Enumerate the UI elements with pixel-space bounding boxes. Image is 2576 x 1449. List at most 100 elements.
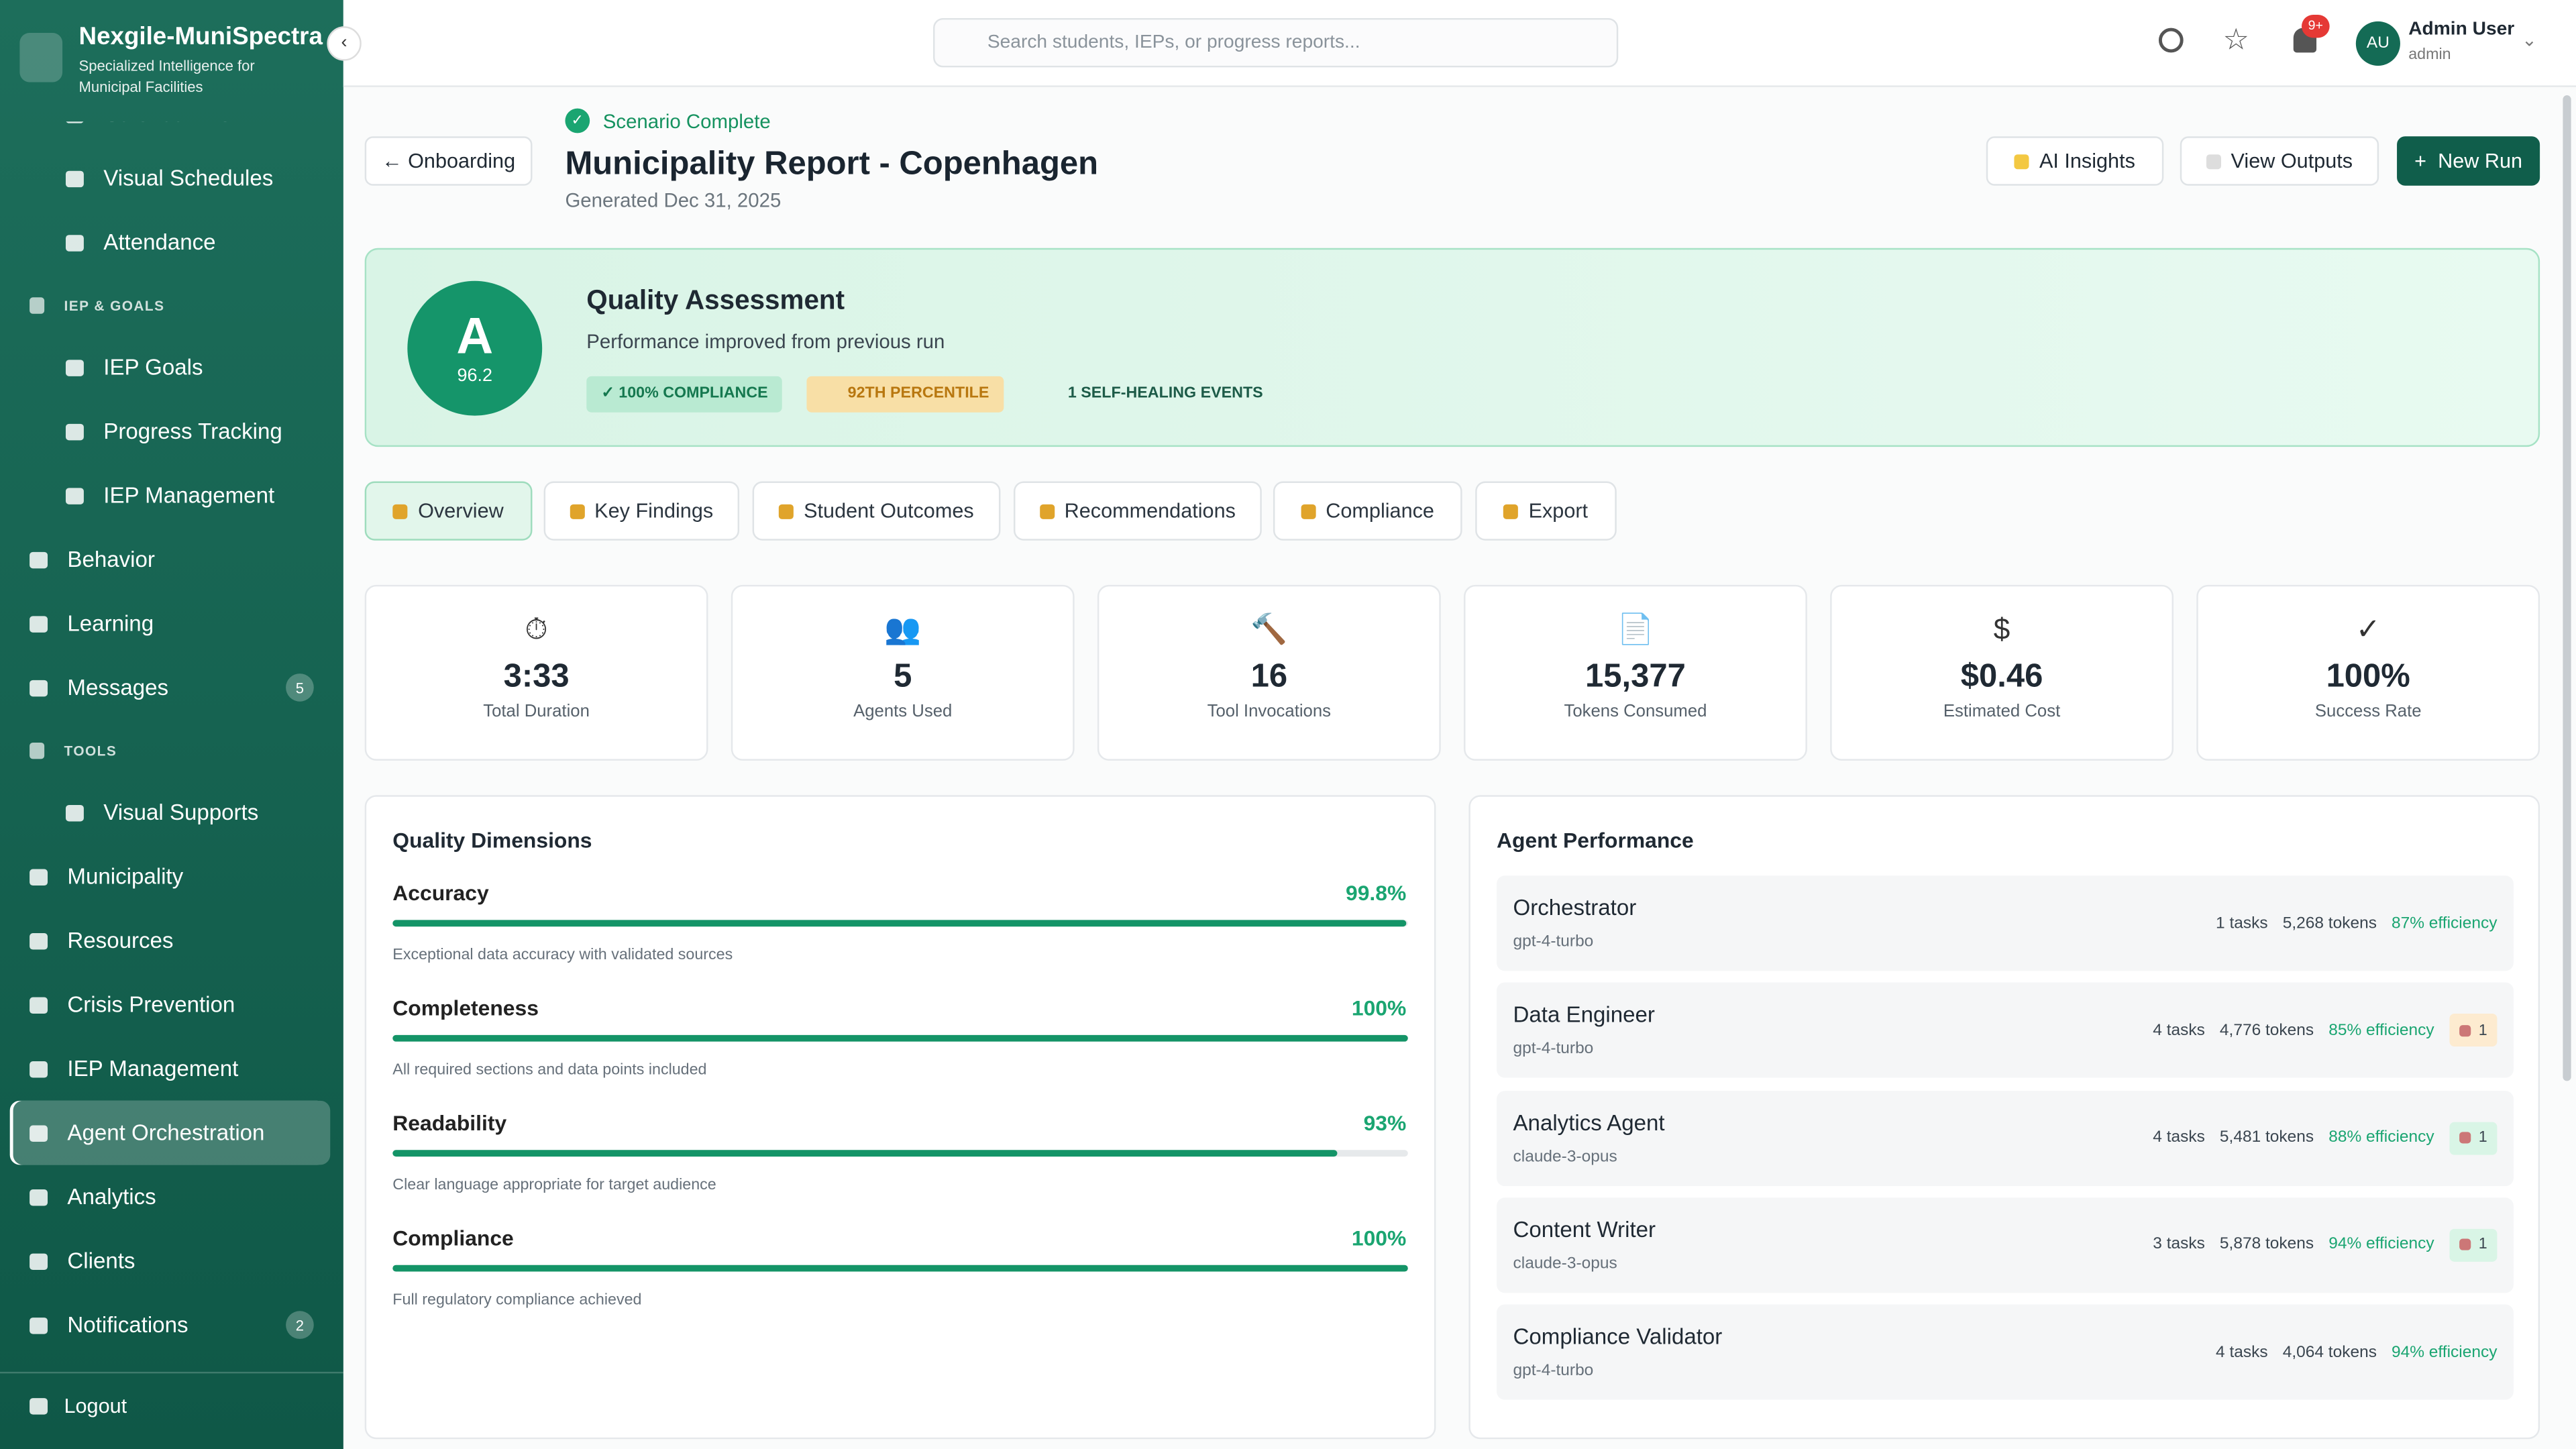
logout-label: Logout [64,1395,127,1418]
tab[interactable]: Export [1475,481,1617,541]
dimension-description: Full regulatory compliance achieved [392,1291,642,1309]
label: IEP Goals [103,354,203,380]
stat-value: 100% [2326,659,2410,695]
stat-icon: 👥 [884,612,922,646]
nav-item[interactable]: Notifications 2 [13,1293,331,1357]
agent-efficiency: 88% efficiency [2328,1128,2434,1147]
tab-icon [779,503,794,519]
tab[interactable]: Student Outcomes [752,481,1001,541]
icon [30,679,48,696]
icon [30,868,48,885]
progress-track [392,1265,1408,1272]
stat-value: 15,377 [1585,659,1686,695]
agent-metrics: 1 tasks 5,268 tokens 87% efficiency [2216,875,2497,971]
status-icon: ✓ [565,108,590,133]
agent-efficiency: 87% efficiency [2391,914,2498,932]
progress-track [392,920,1408,927]
nav-item[interactable]: Clients [13,1229,331,1293]
agent-performance-card: Agent Performance Orchestrator gpt-4-turbo… [1468,795,2540,1440]
nav-item[interactable]: Messages 5 [13,655,331,720]
nav-item[interactable]: Crisis Prevention [13,973,331,1037]
ai-insights-button[interactable]: AI Insights [1986,136,2164,186]
nav-item[interactable]: Visual Supports [13,780,331,845]
icon [30,932,48,949]
grade: A [456,307,494,365]
agent-metrics: 4 tasks 5,481 tokens 88% efficiency 1 [2153,1090,2498,1185]
view-outputs-button[interactable]: View Outputs [2180,136,2379,186]
agent-tasks: 4 tasks [2216,1343,2268,1362]
agent-name: Orchestrator [1513,895,1637,920]
icon [65,233,84,251]
agent-row: Compliance Validator gpt-4-turbo 4 tasks 4,… [1497,1304,2514,1400]
tab[interactable]: Overview [364,481,533,541]
dimension-value: 100% [1351,996,1407,1020]
label: Learning [67,611,154,636]
agent-tasks: 4 tasks [2153,1021,2205,1040]
tab[interactable]: Compliance [1273,481,1462,541]
generated-date: Generated Dec 31, 2025 [565,189,782,212]
history-icon[interactable] [2158,28,2184,53]
nav-item[interactable]: Visual Schedules [13,146,331,211]
badge: 5 [286,674,314,702]
nav-item[interactable]: Behavior [13,527,331,592]
agent-badge: 1 [2449,1228,2498,1262]
icon [30,551,48,568]
nav-item[interactable]: Learning [13,592,331,656]
tab-icon [393,503,409,519]
badge: ✓ 100% COMPLIANCE [586,376,783,413]
sidebar: Nexgile-MuniSpectra Specialized Intellig… [0,0,362,1449]
dimension-name: Readability [392,1110,507,1136]
card-title: Quality Dimensions [392,828,592,853]
label: TOOLS [64,741,117,759]
agent-badge: 1 [2449,1121,2498,1155]
avatar[interactable]: AU [2355,21,2400,66]
dimension-name: Accuracy [392,880,489,906]
user-name: Admin User [2408,19,2515,40]
tab-label: Recommendations [1064,499,1236,523]
nav-item[interactable]: Analytics [13,1165,331,1229]
stat-card: ⏱ 3:33 Total Duration [364,584,708,761]
new-run-button[interactable]: + New Run [2397,136,2540,186]
collapse-button[interactable]: ‹ [327,26,362,61]
user-menu-caret[interactable]: ⌄ [2522,31,2537,51]
badge-icon [2459,1239,2471,1251]
tab-icon [570,503,585,519]
back-button[interactable]: ← Onboarding [364,136,533,186]
icon [65,423,84,440]
agent-model: claude-3-opus [1513,1147,1617,1166]
search-input[interactable]: Search students, IEPs, or progress repor… [933,17,1619,68]
nav-item[interactable]: Agent Orchestration [13,1100,331,1165]
stat-label: Agents Used [853,701,953,722]
nav-item[interactable]: Calendar View [13,121,331,146]
star-icon[interactable]: ☆ [2222,23,2249,56]
agent-metrics: 4 tasks 4,064 tokens 94% efficiency [2216,1305,2497,1400]
agent-tasks: 1 tasks [2216,914,2268,932]
status: Scenario Complete [602,110,771,133]
nav-item[interactable]: Attendance [13,210,331,274]
quality-title: Quality Assessment [586,286,845,316]
stat-icon: $ [1993,612,2010,646]
agent-model: gpt-4-turbo [1513,1362,1594,1381]
agent-name: Content Writer [1513,1217,1656,1242]
agent-tokens: 5,481 tokens [2219,1128,2314,1147]
nav-item[interactable]: IEP Goals [13,335,331,400]
dimension-value: 93% [1363,1110,1407,1136]
logout[interactable]: Logout [30,1395,127,1417]
badge-count: 1 [2478,1236,2487,1254]
nav-item[interactable]: Resources [13,908,331,973]
icon [30,996,48,1013]
agent-tokens: 5,878 tokens [2219,1236,2314,1254]
nav-item[interactable]: IEP Management [13,1036,331,1101]
stat-value: 16 [1250,659,1288,695]
progress-bar [392,920,1406,927]
agent-model: gpt-4-turbo [1513,1040,1594,1059]
nav: Calendar View Visual Schedules Attendance I… [0,121,343,1372]
brand-tagline: Specialized Intelligence for Municipal F… [78,57,255,96]
tab[interactable]: Key Findings [543,481,740,541]
nav-item[interactable]: Progress Tracking [13,399,331,464]
tab[interactable]: Recommendations [1014,481,1262,541]
dimension-name: Compliance [392,1225,514,1250]
nav-item[interactable]: IEP Management [13,464,331,528]
agent-metrics: 3 tasks 5,878 tokens 94% efficiency 1 [2153,1197,2498,1293]
nav-item[interactable]: Municipality [13,845,331,909]
